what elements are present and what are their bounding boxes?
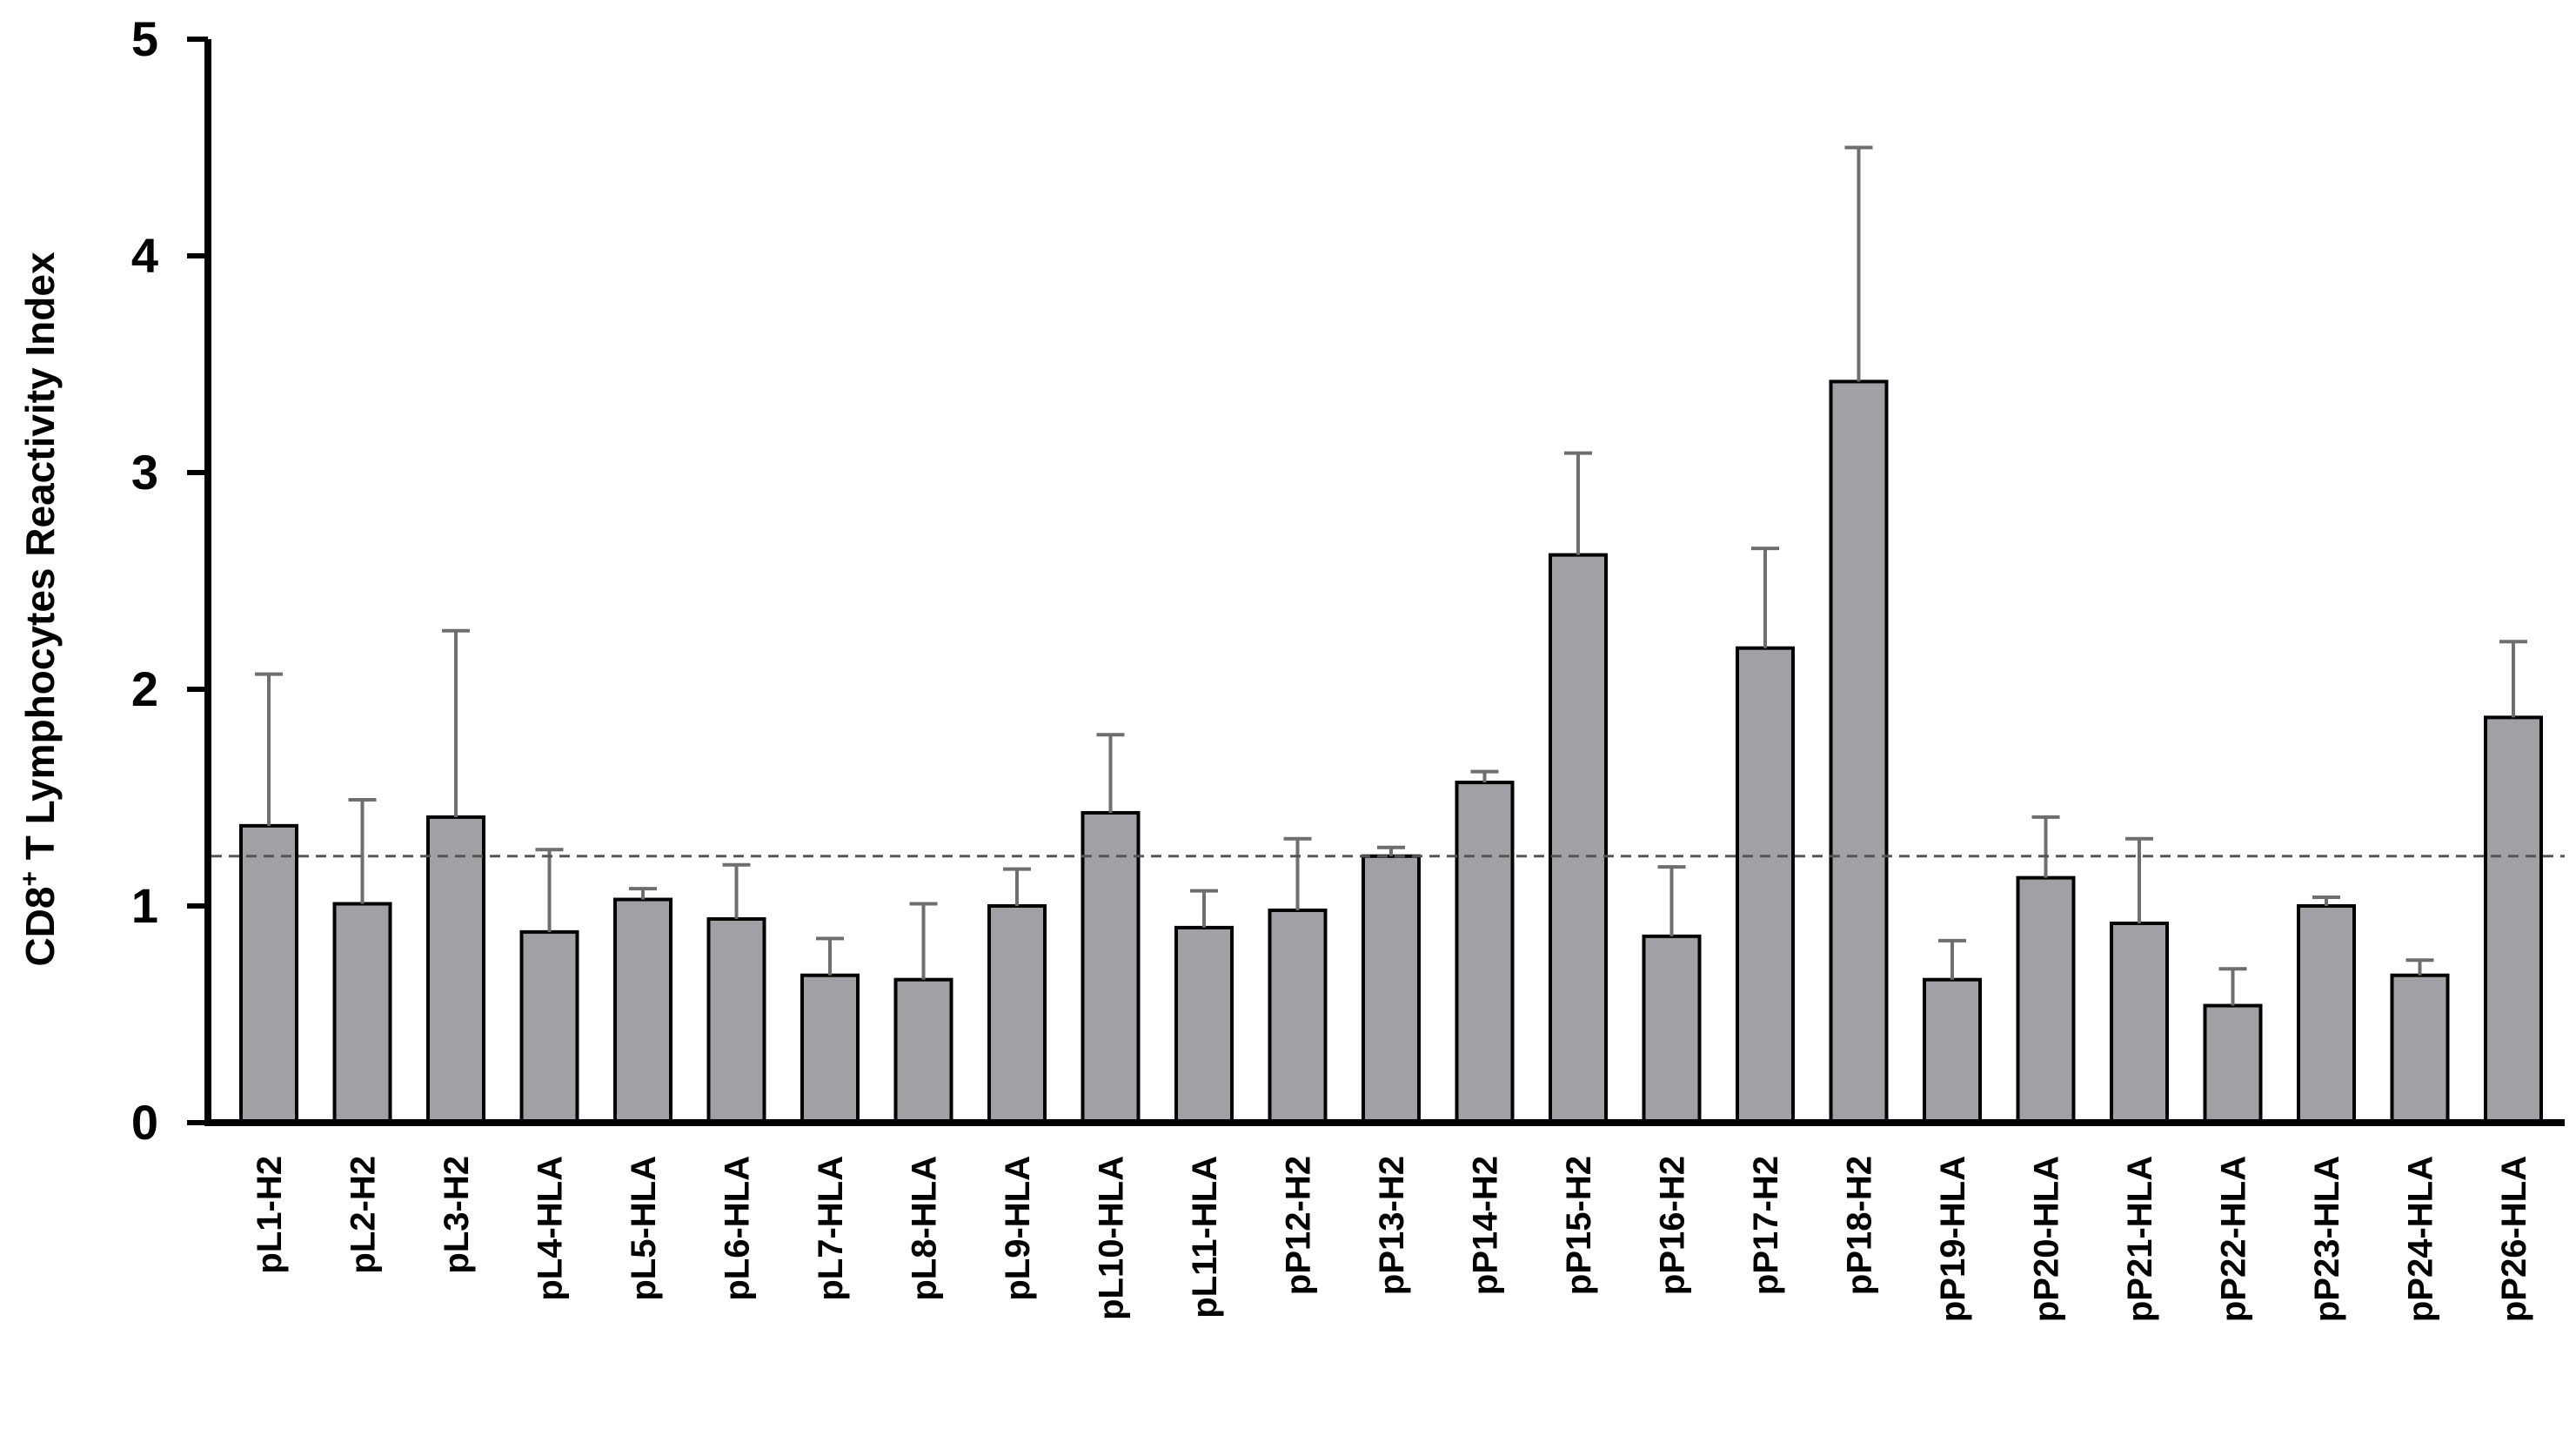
bar-pL8-HLA [893,977,953,1125]
x-tick-label-pP24-HLA: pP24-HLA [2402,1156,2440,1322]
bar-pP17-H2 [1736,646,1795,1124]
y-axis-label-main: CD8 [17,887,63,967]
y-axis-label: CD8+ T Lymphocytes Reactivity Index [16,252,63,966]
bar-pP13-H2 [1362,854,1421,1124]
bar-pP19-HLA [1923,977,1982,1125]
bar-pL7-HLA [800,973,860,1125]
bar-pP14-H2 [1455,781,1515,1124]
bar-pP21-HLA [2110,921,2169,1125]
x-tick-label-pP18-H2: pP18-H2 [1841,1156,1879,1295]
bar-pP26-HLA [2484,715,2543,1124]
bar-pL5-HLA [613,897,672,1125]
x-tick-label-pL2-H2: pL2-H2 [345,1156,383,1274]
x-tick-label-pL3-H2: pL3-H2 [438,1156,476,1274]
bar-pL10-HLA [1081,810,1141,1124]
bar-pP22-HLA [2203,1003,2263,1125]
y-axis-label-superscript: + [16,871,44,887]
bar-pL9-HLA [987,904,1047,1124]
x-tick-label-pL1-H2: pL1-H2 [251,1156,289,1274]
bar-pL2-H2 [332,902,392,1125]
x-tick-label-pP22-HLA: pP22-HLA [2215,1156,2253,1322]
x-tick-label-pL11-HLA: pL11-HLA [1186,1156,1224,1318]
y-tick-label-2: 2 [131,661,158,716]
x-tick-label-pL4-HLA: pL4-HLA [532,1156,570,1301]
y-axis-label-rest: T Lymphocytes Reactivity Index [17,252,63,871]
bar-pL6-HLA [706,916,766,1124]
x-tick-label-pP23-HLA: pP23-HLA [2308,1156,2346,1322]
bar-pL3-H2 [426,815,485,1124]
x-tick-label-pP13-H2: pP13-H2 [1373,1156,1411,1295]
x-tick-label-pP12-H2: pP12-H2 [1280,1156,1318,1295]
y-tick-label-1: 1 [131,878,158,933]
bar-pP16-H2 [1642,934,1702,1124]
chart-marks: pL1-H2 pL2-H2 pL3-H2 pL4-HLA pL5-HLA pL6-HLA p… [131,11,2565,1322]
x-tick-label-pP19-HLA: pP19-HLA [1934,1156,1972,1322]
x-tick-label-pL7-HLA: pL7-HLA [812,1156,850,1301]
y-tick-label-3: 3 [131,445,158,500]
bar-pP12-H2 [1268,908,1328,1124]
y-tick-label-0: 0 [131,1095,158,1150]
x-tick-label-pP16-H2: pP16-H2 [1654,1156,1692,1295]
x-tick-label-pL8-HLA: pL8-HLA [906,1156,944,1301]
x-tick-label-pL9-HLA: pL9-HLA [999,1156,1037,1301]
x-tick-label-pP26-HLA: pP26-HLA [2495,1156,2533,1322]
y-tick-label-4: 4 [131,228,158,283]
bar-pL11-HLA [1174,925,1234,1125]
bar-pL4-HLA [519,929,579,1124]
bar-pP18-H2 [1829,379,1889,1125]
bar-pL1-H2 [239,823,298,1124]
x-tick-label-pL6-HLA: pL6-HLA [719,1156,757,1301]
bar-pP23-HLA [2297,904,2356,1124]
bar-pP24-HLA [2390,973,2450,1125]
x-tick-label-pP15-H2: pP15-H2 [1560,1156,1598,1295]
y-tick-label-5: 5 [131,11,158,66]
x-tick-label-pP20-HLA: pP20-HLA [2028,1156,2066,1322]
x-tick-label-pP21-HLA: pP21-HLA [2121,1156,2159,1322]
bar-pP15-H2 [1549,553,1608,1124]
x-tick-label-pP17-H2: pP17-H2 [1747,1156,1785,1295]
bar-pP20-HLA [2016,876,2076,1124]
x-tick-label-pL10-HLA: pL10-HLA [1093,1156,1131,1320]
x-tick-label-pP14-H2: pP14-H2 [1467,1156,1505,1295]
x-tick-label-pL5-HLA: pL5-HLA [625,1156,663,1301]
